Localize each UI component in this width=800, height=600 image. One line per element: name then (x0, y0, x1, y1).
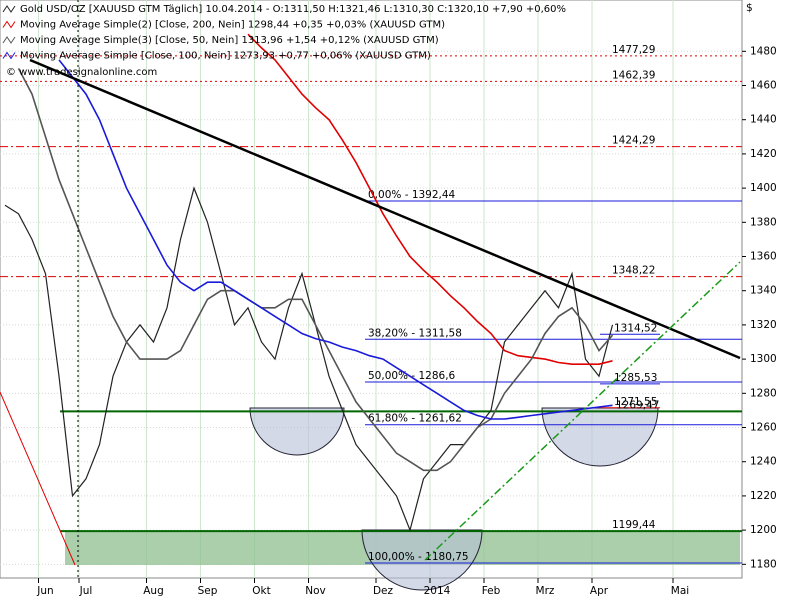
level-label: 1348,22 (612, 265, 655, 277)
series (4, 33, 614, 533)
y-tick-label: 1320 (750, 319, 777, 331)
legend-icon (2, 51, 16, 60)
y-tick-label: 1440 (750, 114, 777, 126)
y-tick-label: 1460 (750, 80, 777, 92)
level-label: 1269,47 (616, 399, 659, 411)
currency: $ (746, 2, 753, 14)
series-line (4, 186, 614, 533)
x-tick-label: Dez (373, 585, 394, 597)
y-tick-label: 1220 (750, 490, 777, 502)
legend-label: Moving Average Simple [Close, 100, Nein]… (20, 51, 431, 62)
legend-icon (2, 36, 16, 44)
y-tick-label: 1360 (750, 251, 777, 263)
y-tick-label: 1280 (750, 387, 777, 399)
y-tick-label: 1480 (750, 45, 777, 57)
level-label: 100,00% - 1180,75 (368, 551, 469, 563)
y-tick-label: 1240 (750, 456, 777, 468)
y-tick-label: 1260 (750, 422, 777, 434)
y-tick-label: 1180 (750, 558, 777, 570)
trend-line (29, 58, 741, 360)
level-label: 38,20% - 1311,58 (368, 327, 462, 339)
plot-frame (0, 0, 743, 579)
x-tick-label: Jul (79, 585, 93, 597)
y-tick-label: 1200 (750, 524, 777, 536)
level-label: 1285,53 (614, 372, 657, 384)
x-tick-label: 2014 (424, 585, 451, 597)
series-line (17, 68, 614, 472)
level-label: 1271,55 (614, 396, 657, 408)
x-tick-label: Jun (36, 585, 53, 597)
x-tick-label: Feb (482, 585, 501, 597)
credit: © www.tradesignalonline.com (6, 67, 157, 78)
y-tick-label: 1420 (750, 148, 777, 160)
axis: 1180 1200 1220 1240 1260 1280 1300 1320 1340 1360… (36, 45, 776, 597)
level-label: 0,00% - 1392,44 (368, 189, 456, 201)
legend-label: Moving Average Simple(3) [Close, 50, Nei… (20, 35, 439, 46)
pattern-circle (361, 529, 483, 591)
level-label: 50,00% - 1286,6 (368, 370, 456, 382)
x-tick-label: Aug (143, 585, 164, 597)
legend-icon (2, 20, 16, 29)
level-label: 1424,29 (612, 135, 655, 147)
y-tick-label: 1300 (750, 353, 777, 365)
x-tick-label: Okt (252, 585, 270, 597)
levels: 1477,29 1462,39 1424,29 0,00% - 1392,44 1348… (0, 44, 742, 564)
level-label: 1477,29 (612, 44, 655, 56)
level-label: 1314,52 (614, 322, 657, 334)
series-line (58, 59, 613, 420)
y-tick-label: 1380 (750, 216, 777, 228)
y-tick-label: 1400 (750, 182, 777, 194)
x-tick-label: Mai (671, 585, 689, 597)
level-label: 61,80% - 1261,62 (368, 413, 462, 425)
x-tick-label: Sep (198, 585, 218, 597)
legend-label: Gold USD/OZ [XAUUSD GTM Täglich] 10.04.2… (20, 4, 566, 15)
x-tick-label: Apr (590, 585, 609, 597)
trend-line (0, 391, 76, 566)
y-tick-label: 1340 (750, 285, 777, 297)
level-label: 1199,44 (612, 519, 656, 531)
x-tick-label: Mrz (536, 585, 555, 597)
legend: Gold USD/OZ [XAUUSD GTM Täglich] 10.04.2… (2, 4, 566, 62)
pattern-circle (541, 407, 659, 467)
grid (0, 0, 742, 578)
level-label: 1462,39 (612, 69, 655, 81)
legend-label: Moving Average Simple(2) [Close, 200, Ne… (20, 20, 445, 31)
series-line (247, 33, 613, 365)
pattern-circle (249, 407, 345, 456)
x-tick-label: Nov (305, 585, 326, 597)
legend-icon (2, 5, 16, 13)
